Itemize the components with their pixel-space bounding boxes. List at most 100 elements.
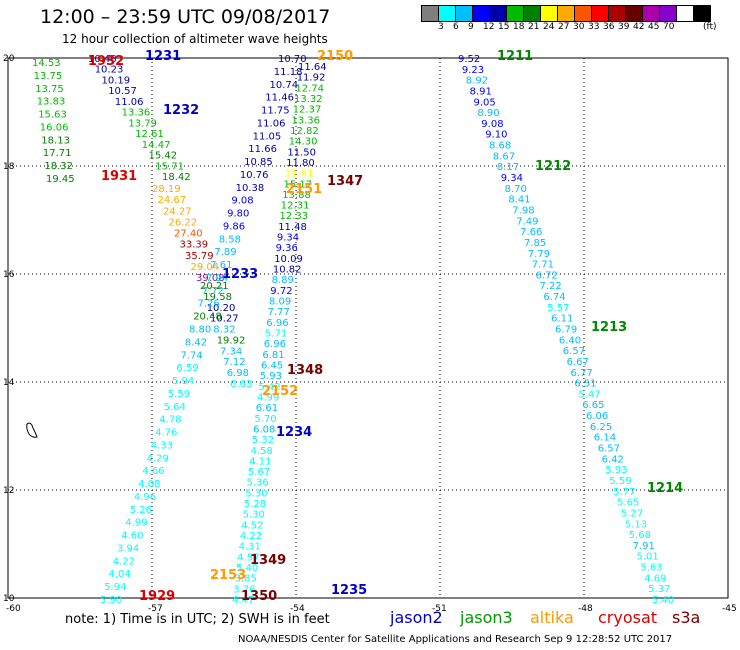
wave-height-value: 6.63 (230, 379, 252, 390)
wave-height-value: 8.32 (213, 325, 235, 336)
wave-height-value: 10.27 (210, 314, 239, 325)
wave-height-value: 15.63 (38, 110, 67, 121)
wave-height-value: 11.18 (274, 67, 303, 78)
wave-height-value: 18.13 (41, 135, 70, 146)
pass-time-label: 2150 (317, 49, 353, 64)
wave-height-value: 4.66 (142, 466, 164, 477)
legend-label: 6 (453, 22, 459, 32)
wave-height-value: 19.58 (203, 292, 232, 303)
wave-height-value: 8.90 (477, 108, 499, 119)
wave-height-value: 4.69 (644, 573, 666, 584)
wave-height-value: 11.61 (285, 169, 314, 180)
wave-height-value: 8.89 (272, 275, 294, 286)
pass-time-label: 1235 (331, 583, 367, 598)
wave-height-value: 7.89 (214, 247, 236, 258)
satellite-name: altika (530, 608, 574, 627)
wave-height-value: 15.17 (284, 179, 313, 190)
wave-height-value: 9.34 (501, 173, 523, 184)
wave-height-value: 7.72 (202, 286, 224, 297)
wave-height-value: 6.96 (266, 318, 288, 329)
longitude-label: -48 (578, 604, 593, 614)
wave-height-value: 13.36 (122, 108, 151, 119)
wave-height-value: 8.91 (470, 87, 492, 98)
wave-height-value: 6.25 (590, 422, 612, 433)
wave-height-value: 5.36 (247, 478, 269, 489)
wave-height-value: 7.94 (206, 273, 228, 284)
wave-height-value: 8.41 (508, 195, 530, 206)
wave-height-value: 5.67 (248, 467, 270, 478)
wave-height-value: 24.27 (163, 206, 192, 217)
wave-height-value: 12.31 (281, 201, 310, 212)
wave-height-value: 5.94 (172, 376, 194, 387)
wave-height-value: 6.51 (574, 379, 596, 390)
wave-height-value: 6.45 (261, 361, 283, 372)
pass-time-label: 1931 (101, 169, 137, 184)
wave-height-value: 7.91 (633, 541, 655, 552)
wave-height-value: 5.71 (265, 329, 287, 340)
wave-height-value: 6.65 (582, 400, 604, 411)
wave-height-value: 7.49 (516, 216, 538, 227)
legend-label: 12 (483, 22, 495, 32)
wave-height-value: 5.64 (164, 402, 186, 413)
wave-height-value: 13.36 (291, 115, 320, 126)
wave-height-value: 15.71 (155, 161, 184, 172)
pass-time-label: 1232 (163, 103, 199, 118)
wave-height-value: 26.22 (169, 217, 198, 228)
wave-height-value: 6.81 (262, 350, 284, 361)
wave-height-value: 12.82 (290, 126, 319, 137)
wave-height-value: 9.23 (462, 65, 484, 76)
wave-height-value: 5.47 (578, 389, 600, 400)
wave-height-value: 33.39 (180, 240, 209, 251)
wave-height-value: 27.40 (174, 229, 203, 240)
latitude-label: 16 (3, 270, 15, 280)
wave-height-value: 7.34 (220, 346, 242, 357)
wave-height-value: 6.06 (586, 411, 608, 422)
wave-height-value: 7.77 (268, 307, 290, 318)
wave-height-value: 7.22 (540, 281, 562, 292)
map-title: 12:00 – 23:59 UTC 09/08/2017 (40, 6, 331, 28)
pass-time-label: 1932 (88, 54, 124, 69)
wave-height-value: 8.92 (466, 76, 488, 87)
wave-height-value: 6.61 (256, 403, 278, 414)
legend-label: 70 (663, 22, 675, 32)
wave-height-value: 7.12 (223, 357, 245, 368)
wave-height-value: 10.09 (274, 254, 303, 265)
wave-height-value: 15.42 (149, 151, 178, 162)
legend-label: 39 (618, 22, 630, 32)
wave-height-value: 11.05 (253, 131, 282, 142)
wave-height-value: 4.31 (239, 542, 261, 553)
wave-height-value: 10.38 (236, 183, 265, 194)
pass-time-label: 2151 (286, 182, 322, 197)
wave-height-value: 10.82 (273, 265, 302, 276)
latitude-label: 12 (3, 486, 14, 496)
wave-height-value: 8.68 (489, 141, 511, 152)
wave-height-value: 7.98 (512, 206, 534, 217)
pass-time-label: 1348 (287, 363, 323, 378)
wave-height-value: 3.85 (235, 574, 257, 585)
longitude-label: -60 (6, 604, 21, 614)
wave-height-value: 39.08 (196, 273, 225, 284)
legend-label: 45 (648, 22, 660, 32)
legend-label: 42 (633, 22, 645, 32)
wave-height-value: 5.59 (609, 476, 631, 487)
wave-height-value: 9.08 (231, 196, 253, 207)
wave-height-value: 3.76 (233, 584, 255, 595)
wave-height-value: 13.79 (128, 118, 157, 129)
wave-height-value: 3.94 (117, 544, 139, 555)
wave-height-value: 6.08 (253, 424, 275, 435)
wave-height-value: 19.45 (46, 174, 75, 185)
pass-labels: 1932 1231 2150 1211 1232 1212 1931 1347 2151 1233… (88, 49, 683, 604)
legend-swatch (693, 5, 711, 22)
pass-time-label: 1234 (276, 425, 312, 440)
wave-height-value: 4.22 (240, 531, 262, 542)
wave-height-value: 13.88 (282, 190, 311, 201)
wave-height-value: 10.20 (207, 303, 236, 314)
latitude-label: 18 (3, 162, 15, 172)
pass-time-label: 1350 (241, 589, 277, 604)
wave-height-value: 7.85 (524, 238, 546, 249)
wave-height-value: 5.57 (547, 303, 569, 314)
wave-height-value: 14.30 (289, 137, 318, 148)
wave-height-value: 11.64 (298, 62, 327, 73)
wave-height-value: 11.06 (115, 97, 144, 108)
legend-label: 27 (558, 22, 570, 32)
